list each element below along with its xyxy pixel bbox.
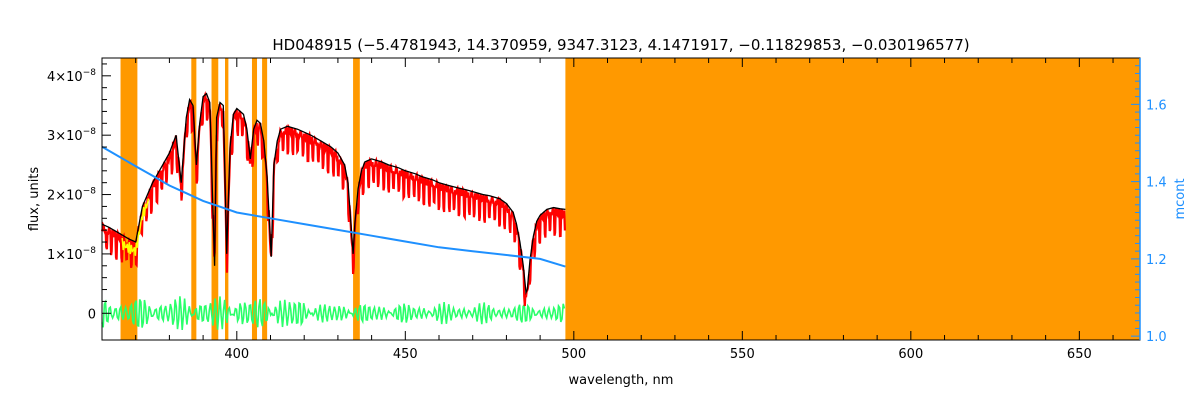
x-tick-label: 650 (1067, 347, 1092, 362)
masked-region-1 (191, 58, 197, 340)
y-tick-label: 2×10−8 (47, 187, 96, 204)
masked-region-5 (262, 58, 268, 340)
x-tick-label: 400 (224, 347, 249, 362)
masked-region-7 (565, 58, 1140, 340)
y2-axis-label: mcont (1173, 178, 1188, 219)
x-tick-label: 450 (393, 347, 418, 362)
y-tick-label: 3×10−8 (47, 127, 96, 144)
model-highlight-line (121, 198, 150, 256)
residual-series (101, 296, 566, 330)
y-tick-label: 0 (88, 307, 96, 322)
masked-region-3 (225, 58, 229, 340)
model-line (100, 90, 566, 307)
continuum-series (101, 145, 566, 268)
model-series (100, 90, 566, 307)
x-tick-label: 550 (730, 347, 755, 362)
observed-line (101, 92, 566, 296)
y-tick-exponent: −8 (83, 68, 97, 78)
y2-tick-label: 1.0 (1146, 330, 1167, 345)
x-tick-label: 500 (561, 347, 586, 362)
y-tick-exponent: −8 (83, 187, 97, 197)
masked-region-0 (120, 58, 138, 340)
x-axis-ticks: 400 450 500 550 600 650 (101, 58, 1114, 362)
y-tick-label: 4×10−8 (47, 68, 96, 85)
y2-axis-ticks: 1.0 1.2 1.4 1.6 (1131, 58, 1167, 345)
x-axis-label: wavelength, nm (569, 373, 674, 388)
y2-tick-label: 1.4 (1146, 176, 1167, 191)
y2-tick-label: 1.6 (1146, 98, 1167, 113)
chart-title: HD048915 (−5.4781943, 14.370959, 9347.31… (272, 36, 969, 54)
observed-series (101, 92, 566, 296)
masked-regions (120, 58, 1140, 340)
y-tick-label: 1×10−8 (47, 246, 96, 263)
y2-tick-label: 1.2 (1146, 253, 1167, 268)
x-tick-label: 600 (898, 347, 923, 362)
residual-line (101, 296, 566, 330)
y-tick-exponent: −8 (83, 127, 97, 137)
y-axis-label: flux, units (27, 167, 42, 232)
masked-region-6 (353, 58, 360, 340)
masked-region-4 (251, 58, 258, 340)
y-tick-exponent: −8 (83, 246, 97, 256)
y-axis-ticks: 0 1×10−8 2×10−8 3×10−8 4×10−8 (47, 63, 111, 322)
continuum-line (101, 145, 566, 268)
